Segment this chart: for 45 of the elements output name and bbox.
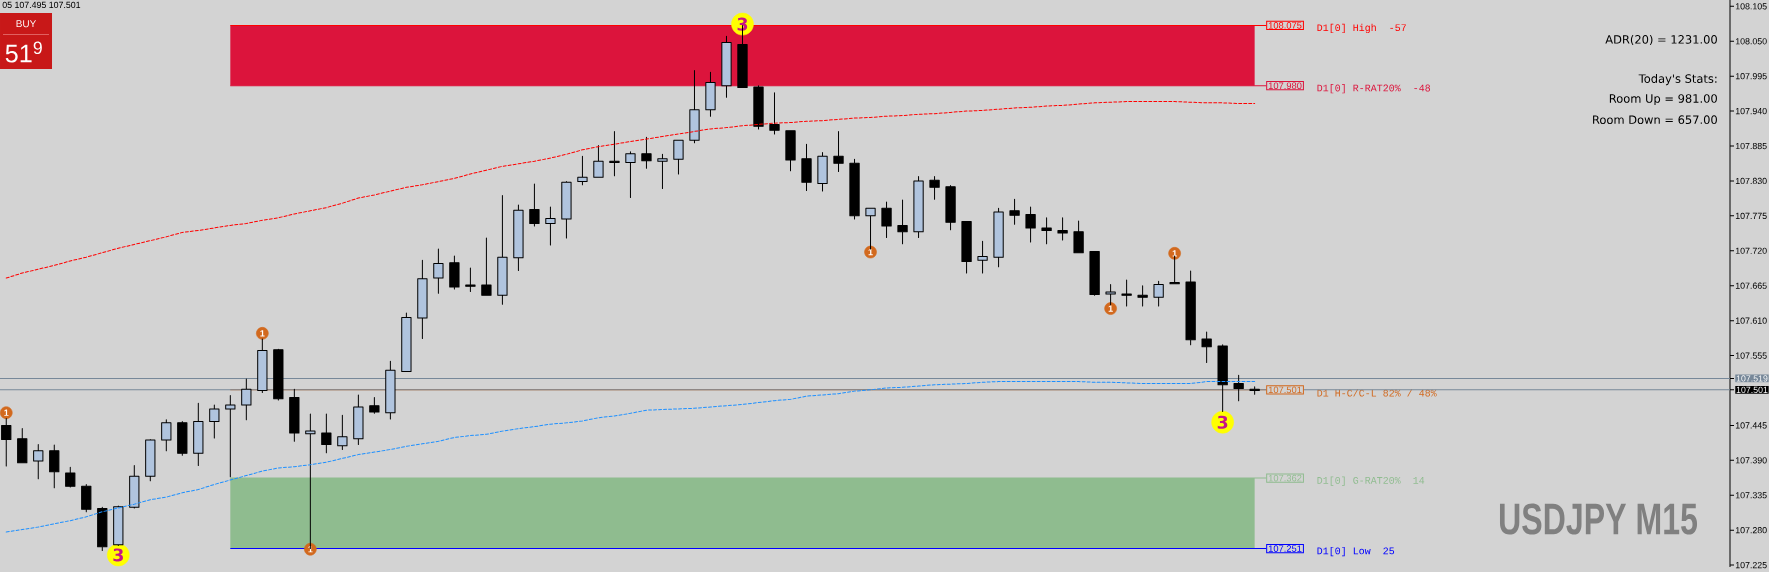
y-tick-label: 107.225 [1735, 561, 1767, 569]
y-tick-label: 108.105 [1735, 3, 1767, 10]
y-tick-label: 107.390 [1735, 457, 1767, 464]
y-tick-label: 107.610 [1735, 317, 1767, 324]
series-label: 3 [113, 548, 123, 562]
y-tick-label: 107.830 [1735, 177, 1767, 185]
y-tick-label: 107.501 [1736, 386, 1768, 393]
y-tick-label: 107.280 [1735, 527, 1767, 534]
text: 107.362 [1268, 474, 1302, 482]
y-tick-label: 107.335 [1735, 492, 1767, 499]
y-tick-label: 107.940 [1735, 107, 1767, 115]
text: 107.501 [1268, 386, 1302, 394]
text: Room Up = 981.00 [1609, 94, 1717, 106]
y-tick-label: 107.995 [1735, 73, 1767, 80]
ref-line-label: D1[0] Low 25 [1317, 546, 1395, 557]
annotation: 51$^{9}$ [5, 41, 42, 63]
annotation: 05 107.495 107.501 [2, 1, 81, 8]
y-tick-label: 107.555 [1735, 352, 1767, 359]
ref-line-label: D1[0] G-RAT20% 14 [1317, 476, 1425, 486]
text: 1 [260, 330, 265, 337]
ref-line-label: D1 H-C/C-L 82% / 48% [1317, 389, 1437, 397]
text: 107.251 [1268, 545, 1302, 552]
text: 108.075 [1268, 22, 1302, 29]
y-tick-label: 107.720 [1735, 247, 1767, 254]
text: 1 [308, 546, 313, 553]
y-tick-label: 107.665 [1735, 282, 1767, 289]
ref-line-label: D1[0] High -57 [1317, 23, 1406, 34]
series-label: 1 [4, 409, 9, 416]
y-tick-label: 107.445 [1735, 422, 1767, 429]
y-tick-label: 107.885 [1735, 142, 1767, 150]
text: ADR(20) = 1231.00 [1605, 34, 1717, 46]
text: 3 [737, 17, 748, 31]
y-tick-label: 108.050 [1735, 38, 1767, 45]
text: Today's Stats: [1638, 74, 1717, 86]
text: USDJPY M15 [1499, 503, 1698, 535]
text: 3 [1217, 415, 1228, 429]
text: 1 [1108, 305, 1113, 312]
y-tick-label: 107.775 [1735, 212, 1767, 219]
ref-line-label: D1[0] R-RAT20% -48 [1317, 84, 1431, 94]
annotation: BUY [16, 20, 37, 28]
text: 1 [868, 248, 873, 256]
text: 1 [1172, 250, 1177, 257]
text: Room Down = 657.00 [1593, 115, 1717, 125]
text: 107.980 [1268, 82, 1302, 89]
y-tick-label: 107.519 [1736, 375, 1768, 382]
